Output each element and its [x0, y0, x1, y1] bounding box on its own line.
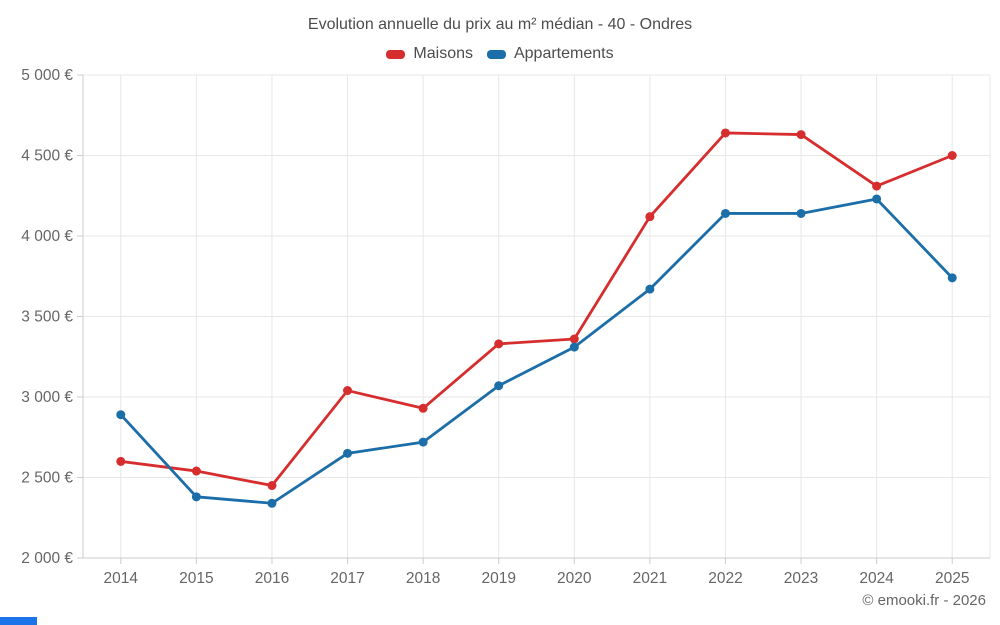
series-line-maisons — [119, 131, 954, 487]
maisons-series-swatch-icon — [386, 49, 406, 59]
x-axis-label: 2019 — [481, 570, 515, 587]
y-axis-label: 4 000 € — [21, 228, 73, 245]
data-point-maisons[interactable] — [343, 386, 353, 396]
chart-legend: Maisons Appartements — [0, 45, 1000, 63]
data-point-appartements[interactable] — [267, 498, 277, 508]
data-point-appartements[interactable] — [494, 381, 504, 391]
data-point-appartements[interactable] — [947, 273, 957, 283]
y-axis-label: 5 000 € — [21, 67, 73, 84]
x-axis-label: 2025 — [935, 570, 969, 587]
x-axis-label: 2018 — [406, 570, 440, 587]
data-point-maisons[interactable] — [116, 456, 126, 466]
x-axis-label: 2014 — [104, 570, 139, 587]
chart-title: Evolution annuelle du prix au m² médian … — [307, 16, 693, 33]
series-line-appartements — [119, 197, 954, 505]
appartements-series-swatch-icon — [486, 49, 506, 59]
data-point-maisons[interactable] — [645, 212, 655, 222]
data-point-maisons[interactable] — [720, 128, 730, 138]
bottom-left-accent-bar — [0, 617, 37, 625]
y-axis-label: 4 500 € — [21, 148, 73, 165]
x-axis-label: 2023 — [784, 570, 818, 587]
data-point-appartements[interactable] — [343, 448, 353, 458]
data-point-appartements[interactable] — [418, 437, 428, 447]
legend-item-appartements[interactable]: Appartements — [486, 45, 614, 63]
data-point-appartements[interactable] — [796, 208, 806, 218]
x-axis-label: 2015 — [179, 570, 213, 587]
data-point-maisons[interactable] — [796, 130, 806, 140]
data-point-appartements[interactable] — [569, 342, 579, 352]
copyright-footer: © emooki.fr - 2026 — [862, 592, 986, 609]
data-point-appartements[interactable] — [872, 194, 882, 204]
data-point-maisons[interactable] — [494, 339, 504, 349]
data-point-appartements[interactable] — [645, 284, 655, 294]
x-axis-label: 2016 — [255, 570, 289, 587]
data-point-appartements[interactable] — [116, 410, 126, 420]
data-point-maisons[interactable] — [191, 466, 201, 476]
y-axis-label: 3 000 € — [21, 389, 73, 406]
x-axis-label: 2020 — [557, 570, 592, 587]
data-point-appartements[interactable] — [191, 492, 201, 502]
y-axis-label: 3 500 € — [21, 309, 73, 326]
data-point-maisons[interactable] — [418, 403, 428, 413]
y-axis-label: 2 500 € — [21, 470, 73, 487]
data-point-maisons[interactable] — [872, 181, 882, 191]
data-point-appartements[interactable] — [720, 208, 730, 218]
x-axis-label: 2021 — [633, 570, 667, 587]
data-point-maisons[interactable] — [947, 151, 957, 160]
data-point-maisons[interactable] — [569, 334, 579, 344]
data-point-maisons[interactable] — [267, 481, 277, 491]
legend-label-appartements: Appartements — [513, 45, 614, 62]
x-axis-label: 2017 — [330, 570, 364, 587]
legend-item-maisons[interactable]: Maisons — [386, 45, 473, 63]
x-axis-label: 2024 — [859, 570, 894, 587]
x-axis-label: 2022 — [708, 570, 742, 587]
y-axis-label: 2 000 € — [21, 550, 73, 567]
legend-label-maisons: Maisons — [413, 45, 473, 62]
